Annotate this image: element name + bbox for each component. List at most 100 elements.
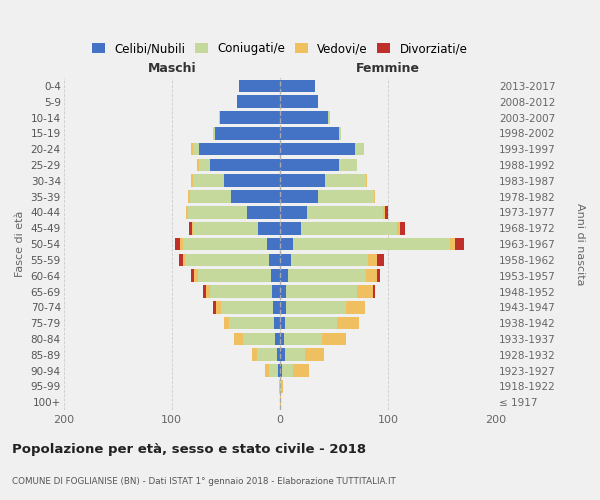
Y-axis label: Fasce di età: Fasce di età: [15, 211, 25, 278]
Bar: [277, 348, 280, 361]
Bar: [280, 285, 286, 298]
Text: Femmine: Femmine: [356, 62, 420, 74]
Bar: [339, 127, 341, 140]
Bar: [385, 206, 388, 219]
Bar: [290, 254, 368, 266]
Bar: [377, 254, 383, 266]
Bar: [182, 238, 267, 250]
Bar: [271, 270, 280, 282]
Bar: [293, 364, 309, 377]
Bar: [284, 332, 322, 345]
Bar: [199, 158, 209, 172]
Bar: [182, 254, 185, 266]
Bar: [209, 285, 272, 298]
Bar: [224, 174, 280, 187]
Bar: [193, 222, 258, 234]
Bar: [355, 143, 364, 156]
Bar: [289, 270, 366, 282]
Bar: [188, 206, 247, 219]
Bar: [194, 270, 197, 282]
Text: Popolazione per età, sesso e stato civile - 2018: Popolazione per età, sesso e stato civil…: [12, 442, 366, 456]
Bar: [186, 206, 188, 219]
Bar: [220, 111, 280, 124]
Bar: [383, 206, 385, 219]
Bar: [280, 174, 325, 187]
Bar: [221, 301, 274, 314]
Bar: [377, 270, 380, 282]
Bar: [189, 222, 192, 234]
Bar: [213, 301, 216, 314]
Bar: [239, 80, 280, 92]
Bar: [278, 364, 280, 377]
Bar: [272, 285, 280, 298]
Bar: [280, 206, 307, 219]
Bar: [339, 158, 356, 172]
Bar: [282, 364, 293, 377]
Bar: [274, 317, 280, 330]
Bar: [243, 332, 275, 345]
Y-axis label: Anni di nascita: Anni di nascita: [575, 203, 585, 285]
Bar: [328, 111, 329, 124]
Bar: [197, 270, 271, 282]
Bar: [280, 364, 282, 377]
Bar: [179, 254, 182, 266]
Bar: [257, 348, 277, 361]
Bar: [280, 127, 339, 140]
Bar: [286, 301, 346, 314]
Bar: [197, 158, 199, 172]
Bar: [374, 190, 375, 203]
Bar: [185, 254, 269, 266]
Bar: [280, 222, 301, 234]
Bar: [269, 364, 278, 377]
Legend: Celibi/Nubili, Coniugati/e, Vedovi/e, Divorziati/e: Celibi/Nubili, Coniugati/e, Vedovi/e, Di…: [88, 38, 472, 60]
Bar: [368, 254, 377, 266]
Text: COMUNE DI FOGLIANISE (BN) - Dati ISTAT 1° gennaio 2018 - Elaborazione TUTTITALIA: COMUNE DI FOGLIANISE (BN) - Dati ISTAT 1…: [12, 477, 396, 486]
Bar: [209, 158, 280, 172]
Bar: [265, 364, 269, 377]
Bar: [224, 317, 229, 330]
Bar: [337, 317, 359, 330]
Text: Maschi: Maschi: [148, 62, 196, 74]
Bar: [280, 254, 290, 266]
Bar: [285, 348, 305, 361]
Bar: [258, 222, 280, 234]
Bar: [274, 301, 280, 314]
Bar: [275, 332, 280, 345]
Bar: [193, 143, 199, 156]
Bar: [279, 380, 280, 392]
Bar: [190, 190, 231, 203]
Bar: [280, 332, 284, 345]
Bar: [449, 238, 455, 250]
Bar: [280, 396, 281, 408]
Bar: [251, 348, 257, 361]
Bar: [231, 190, 280, 203]
Bar: [280, 143, 355, 156]
Bar: [191, 174, 193, 187]
Bar: [366, 174, 367, 187]
Bar: [280, 80, 316, 92]
Bar: [400, 222, 405, 234]
Bar: [301, 222, 397, 234]
Bar: [219, 111, 220, 124]
Bar: [397, 222, 400, 234]
Bar: [269, 254, 280, 266]
Bar: [193, 174, 224, 187]
Bar: [213, 127, 215, 140]
Bar: [307, 206, 383, 219]
Bar: [280, 111, 328, 124]
Bar: [199, 143, 280, 156]
Bar: [280, 158, 339, 172]
Bar: [191, 143, 193, 156]
Bar: [192, 222, 193, 234]
Bar: [191, 270, 194, 282]
Bar: [181, 238, 182, 250]
Bar: [366, 270, 377, 282]
Bar: [325, 174, 366, 187]
Bar: [280, 270, 289, 282]
Bar: [280, 301, 286, 314]
Bar: [267, 238, 280, 250]
Bar: [236, 96, 280, 108]
Bar: [215, 127, 280, 140]
Bar: [281, 380, 283, 392]
Bar: [206, 285, 209, 298]
